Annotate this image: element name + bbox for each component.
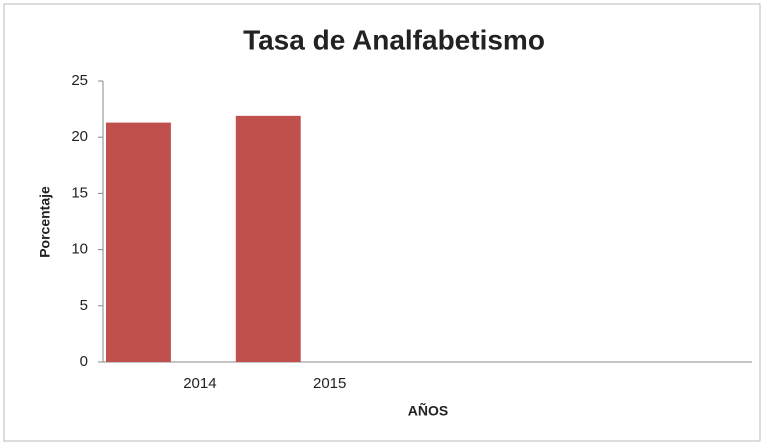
y-tick-label: 15 — [71, 184, 88, 201]
y-tick-label: 5 — [80, 297, 88, 314]
y-tick-label: 25 — [71, 72, 88, 89]
y-axis-label: Porcentaje — [37, 186, 53, 258]
x-tick-label: 2014 — [183, 375, 216, 392]
bar — [106, 122, 171, 362]
x-axis-label: AÑOS — [408, 402, 448, 419]
bar — [235, 115, 301, 363]
y-tick-label: 10 — [71, 241, 88, 258]
chart-title: Tasa de Analfabetismo — [243, 24, 545, 55]
y-tick-label: 20 — [71, 128, 88, 145]
y-tick-label: 0 — [80, 353, 88, 370]
x-tick-label: 2015 — [313, 375, 346, 392]
